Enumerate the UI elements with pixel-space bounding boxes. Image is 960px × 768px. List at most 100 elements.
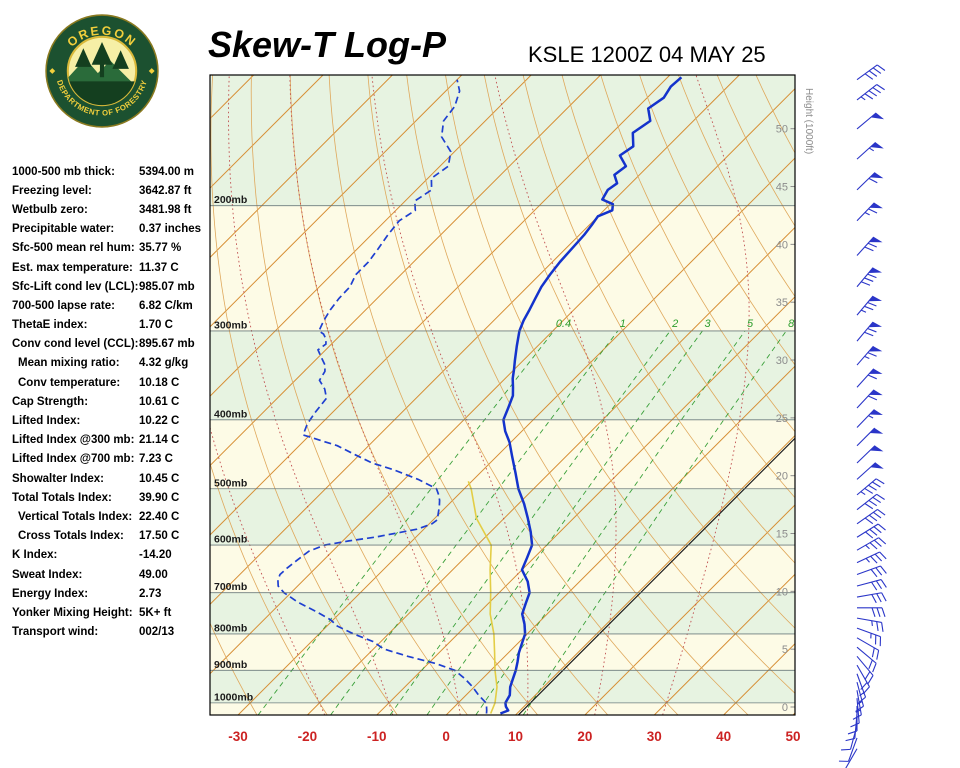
- index-label: Yonker Mixing Height:: [12, 606, 133, 619]
- index-row: Precipitable water: 0.37 inches: [12, 220, 212, 239]
- temp-axis-label: 40: [716, 729, 731, 744]
- index-label: 700-500 lapse rate:: [12, 299, 115, 312]
- index-label: Cross Totals Index:: [18, 530, 124, 543]
- wind-barb: [856, 202, 883, 222]
- index-row: Est. max temperature: 11.37 C: [12, 258, 212, 277]
- index-row: Conv temperature: 10.18 C: [12, 373, 212, 392]
- wind-barb: [838, 737, 858, 762]
- mixing-ratio-labels: 0.4 1 2 3 5 8: [556, 318, 795, 330]
- wind-barb: [856, 617, 884, 632]
- wind-barb: [856, 409, 883, 428]
- pressure-label: 1000mb: [214, 691, 253, 703]
- reference-isotherm-line: [517, 437, 795, 715]
- height-axis-label: Height (1000ft): [803, 88, 814, 154]
- page-title: Skew-T Log-P: [208, 24, 447, 65]
- index-label: Mean mixing ratio:: [18, 357, 120, 370]
- index-value: 5K+ ft: [139, 606, 172, 619]
- index-row: 1000-500 mb thick: 5394.00 m: [12, 162, 212, 181]
- wind-barb: [856, 537, 887, 551]
- wind-barb: [856, 321, 882, 342]
- wind-barb: [856, 389, 883, 409]
- index-value: 1.70 C: [139, 319, 173, 332]
- temp-axis-label: 20: [577, 729, 592, 744]
- index-row: Energy Index: 2.73: [12, 584, 212, 603]
- mixing-ratio-label: 3: [704, 318, 711, 330]
- index-value: 35.77 %: [139, 242, 182, 255]
- index-value: 10.18 C: [139, 376, 180, 389]
- index-value: 3481.98 ft: [139, 203, 192, 216]
- odf-logo: OREGON DEPARTMENT OF FORESTRY: [45, 14, 159, 128]
- index-label: Precipitable water:: [12, 223, 115, 236]
- wind-barb: [857, 607, 886, 617]
- temp-axis-label: -30: [228, 729, 248, 744]
- index-label: K Index:: [12, 549, 58, 562]
- index-value: 6.82 C/km: [139, 299, 193, 312]
- background-lines: [210, 75, 795, 715]
- index-row: Sweat Index: 49.00: [12, 565, 212, 584]
- wind-barb: [856, 345, 883, 366]
- index-row: Cap Strength: 10.61 C: [12, 392, 212, 411]
- pressure-label: 400mb: [214, 408, 247, 420]
- mixing-ratio-label: 5: [747, 318, 754, 330]
- temperature-axis-labels: -30 -20 -10 0 10 20 30 40 50: [228, 729, 800, 744]
- indices-panel: 1000-500 mb thick: 5394.00 m Freezing leve…: [12, 162, 212, 642]
- mixing-ratio-label: 0.4: [556, 318, 571, 330]
- index-label: Transport wind:: [12, 626, 99, 639]
- wind-barb: [856, 478, 885, 496]
- index-label: Sfc-500 mean rel hum:: [12, 242, 135, 255]
- height-tick-label: 0: [782, 702, 788, 714]
- wind-barb: [856, 627, 882, 647]
- index-value: 5394.00 m: [139, 165, 194, 178]
- index-label: Freezing level:: [12, 184, 92, 197]
- pressure-label: 900mb: [214, 659, 247, 671]
- index-row: Lifted Index: 10.22 C: [12, 411, 212, 430]
- dewpoint-trace: [277, 79, 488, 714]
- index-label: Conv cond level (CCL):: [12, 338, 139, 351]
- index-label: Total Totals Index:: [12, 491, 112, 504]
- index-value: 49.00: [139, 568, 168, 581]
- index-row: Lifted Index @300 mb: 21.14 C: [12, 431, 212, 450]
- index-value: 10.22 C: [139, 415, 180, 428]
- index-label: Lifted Index:: [12, 415, 81, 428]
- index-row: Conv cond level (CCL): 895.67 mb: [12, 335, 212, 354]
- index-row: Mean mixing ratio: 4.32 g/kg: [12, 354, 212, 373]
- wind-barb: [856, 445, 884, 464]
- index-row: Showalter Index: 10.45 C: [12, 469, 212, 488]
- mixing-ratio-label: 8: [788, 318, 795, 330]
- pressure-label: 800mb: [214, 622, 247, 634]
- wind-barb: [856, 637, 880, 660]
- index-row: Total Totals Index: 39.90 C: [12, 488, 212, 507]
- mixing-ratio-label: 2: [671, 318, 678, 330]
- height-tick-label: 40: [776, 239, 788, 251]
- index-row: K Index: -14.20: [12, 546, 212, 565]
- pressure-label: 200mb: [214, 194, 247, 206]
- index-value: -14.20: [139, 549, 172, 562]
- index-label: Est. max temperature:: [12, 261, 133, 274]
- index-value: 4.32 g/kg: [139, 357, 189, 370]
- height-tick-label: 20: [776, 471, 788, 483]
- index-value: 10.45 C: [139, 472, 180, 485]
- index-row: Cross Totals Index: 17.50 C: [12, 527, 212, 546]
- index-label: Conv temperature:: [18, 376, 121, 389]
- wind-barb: [856, 523, 886, 539]
- logo-forest-scene: [67, 42, 137, 106]
- index-value: 895.67 mb: [139, 338, 195, 351]
- wind-barb: [856, 592, 887, 604]
- index-row: Freezing level: 3642.87 ft: [12, 181, 212, 200]
- temp-axis-label: -20: [298, 729, 318, 744]
- wind-barb: [856, 508, 886, 525]
- pressure-label: 600mb: [214, 534, 247, 546]
- wind-barb: [856, 579, 887, 591]
- wind-barb: [855, 681, 865, 712]
- temp-axis-label: 30: [647, 729, 662, 744]
- index-row: Sfc-Lift cond lev (LCL): 985.07 mb: [12, 277, 212, 296]
- index-row: Sfc-500 mean rel hum: 35.77 %: [12, 239, 212, 258]
- wind-barb: [856, 551, 887, 564]
- index-row: Transport wind: 002/13: [12, 623, 212, 642]
- index-label: Sweat Index:: [12, 568, 83, 581]
- wind-barb: [850, 698, 860, 728]
- index-value: 002/13: [139, 626, 175, 639]
- temp-axis-label: -10: [367, 729, 387, 744]
- index-label: Vertical Totals Index:: [18, 510, 133, 523]
